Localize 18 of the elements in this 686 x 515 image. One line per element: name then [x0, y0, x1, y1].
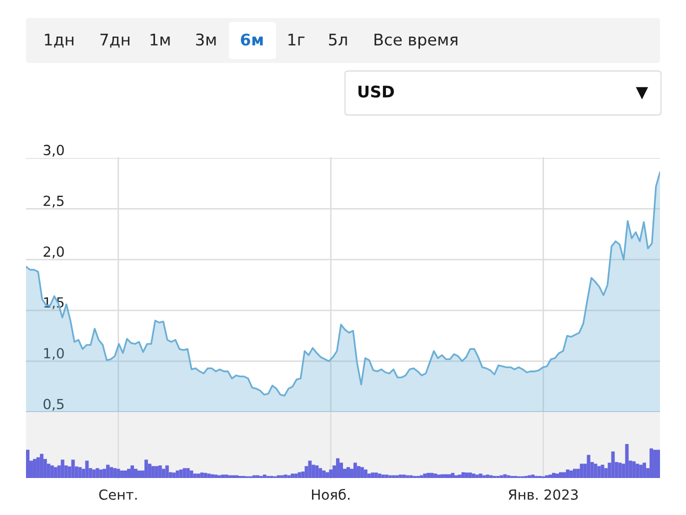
y-tick-label: 3,0 — [44, 144, 64, 157]
y-tick-label: 0,5 — [44, 398, 64, 411]
text: 6м — [240, 34, 263, 46]
x-tick-label: Янв. 2023 — [508, 489, 578, 500]
y-tick-label: 2,5 — [44, 196, 64, 208]
text: 3м — [196, 34, 216, 46]
x-tick-label: Нояб. — [312, 488, 350, 500]
text: 1г — [288, 34, 304, 46]
text: 5л — [329, 34, 347, 46]
text: USD — [358, 86, 394, 98]
y-tick-label: 2,0 — [44, 246, 64, 258]
y-tick-label: 1,0 — [44, 348, 64, 360]
text: Все время — [374, 34, 458, 49]
text: 7дн — [100, 34, 130, 48]
text: ▼ — [636, 87, 648, 100]
text: 1дн — [44, 34, 74, 48]
x-tick-label: Сент. — [99, 489, 137, 500]
text: 1м — [150, 34, 170, 46]
